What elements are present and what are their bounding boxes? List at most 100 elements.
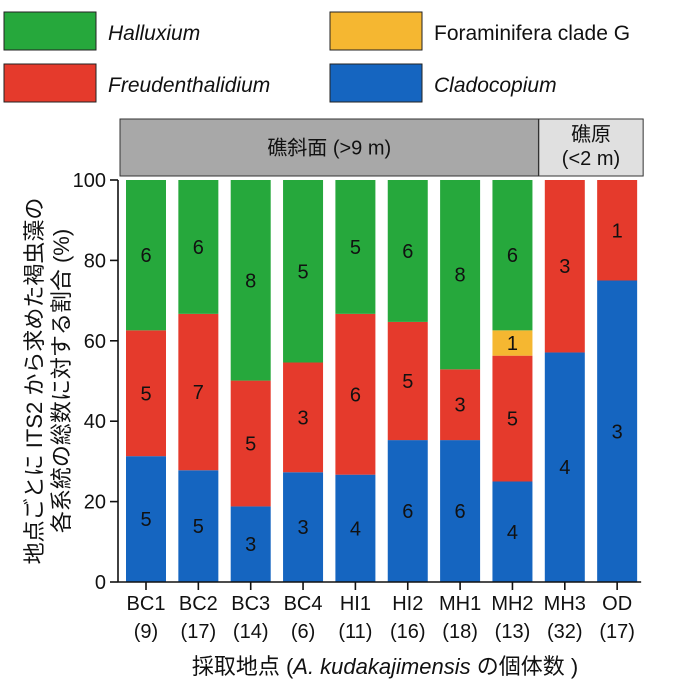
x-label-od: OD [602, 593, 632, 615]
x-count-mh3: (32) [547, 621, 583, 643]
bar-segment-od-freudenthalidium [597, 180, 638, 281]
x-label-mh1: MH1 [439, 593, 481, 615]
bar-segment-bc1-cladocopium [126, 456, 166, 582]
legend-swatch-halluxium [3, 11, 97, 51]
group-label-0-line-0: 礁斜面 (>9 m) [267, 137, 391, 160]
x-count-bc3: (14) [233, 621, 269, 643]
bar-segment-od-cladocopium [597, 280, 638, 582]
segment-label-hi1-freudenthalidium: 6 [350, 384, 361, 406]
legend-swatch-foraminifera-clade-g [329, 11, 423, 51]
x-axis-title-part-0: 採取地点 ( [192, 654, 294, 679]
bar-segment-bc4-halluxium [283, 180, 324, 363]
y-axis-title-line-0: 地点ごとに ITS2 から求めた褐虫藻の [22, 198, 47, 565]
segment-label-hi1-halluxium: 5 [350, 237, 361, 259]
bar-segment-mh2-cladocopium [492, 481, 533, 582]
bar-segment-hi2-cladocopium [387, 440, 428, 582]
bar-segment-bc4-cladocopium [283, 472, 324, 582]
segment-label-mh1-cladocopium: 6 [455, 501, 466, 523]
axis-titles: 採取地点 (A. kudakajimensis の個体数 ) 地点ごとに ITS2… [22, 198, 578, 679]
bar-segment-bc3-halluxium [230, 180, 271, 381]
segment-label-mh2-cladocopium: 4 [507, 522, 518, 544]
bar-segment-mh2-freudenthalidium [492, 355, 533, 482]
segment-label-mh2-freudenthalidium: 5 [507, 409, 518, 431]
x-label-hi1: HI1 [340, 593, 371, 615]
bars [126, 180, 638, 582]
y-tick-label-100: 100 [73, 170, 106, 192]
segment-label-bc3-halluxium: 8 [245, 270, 256, 292]
y-tick-label-40: 40 [84, 411, 106, 433]
segment-label-bc1-cladocopium: 5 [140, 509, 151, 531]
legend-swatch-cladocopium [329, 63, 423, 103]
segment-label-bc1-freudenthalidium: 5 [140, 383, 151, 405]
bar-segment-hi2-halluxium [387, 180, 428, 322]
x-label-bc4: BC4 [284, 593, 323, 615]
group-label-1-line-1: (<2 m) [562, 148, 620, 170]
segment-label-mh1-halluxium: 8 [455, 265, 466, 287]
legend-swatch-freudenthalidium [3, 63, 97, 103]
bar-segment-bc2-halluxium [178, 180, 219, 314]
y-tick-label-0: 0 [95, 572, 106, 594]
x-label-bc1: BC1 [127, 593, 166, 615]
x-count-bc4: (6) [291, 621, 315, 643]
bar-segment-mh1-halluxium [440, 180, 481, 370]
y-axis-title-line-1: 各系統の総数に対する割合 (%) [49, 229, 74, 533]
bar-segment-bc1-freudenthalidium [126, 330, 166, 457]
bar-segment-hi1-cladocopium [335, 474, 376, 582]
bar-segment-hi1-freudenthalidium [335, 313, 376, 475]
segment-label-bc4-freudenthalidium: 3 [297, 407, 308, 429]
bar-segment-mh2-foraminifera-clade-g [492, 330, 533, 356]
bar-segment-bc2-freudenthalidium [178, 313, 219, 471]
legend-label-halluxium: Halluxium [108, 22, 200, 45]
legend-label-freudenthalidium: Freudenthalidium [108, 74, 270, 97]
segment-label-mh2-halluxium: 6 [507, 245, 518, 267]
segment-label-od-freudenthalidium: 1 [612, 220, 623, 242]
segment-label-bc2-freudenthalidium: 7 [193, 382, 204, 404]
bar-segment-bc3-cladocopium [230, 506, 271, 582]
x-label-bc3: BC3 [231, 593, 270, 615]
bar-segment-bc2-cladocopium [178, 470, 219, 582]
segment-label-bc4-cladocopium: 3 [297, 517, 308, 539]
segment-label-od-cladocopium: 3 [612, 421, 623, 443]
x-count-od: (17) [599, 621, 635, 643]
x-count-bc1: (9) [134, 621, 158, 643]
group-band-1 [538, 118, 644, 177]
y-tick-label-20: 20 [84, 492, 106, 514]
segment-label-mh3-cladocopium: 4 [559, 457, 570, 479]
x-label-hi2: HI2 [392, 593, 423, 615]
x-label-mh3: MH3 [544, 593, 586, 615]
y-tick-label-60: 60 [84, 331, 106, 353]
x-count-hi2: (16) [390, 621, 426, 643]
bar-segment-mh2-halluxium [492, 180, 533, 331]
bar-segment-hi1-halluxium [335, 180, 376, 314]
bar-segment-mh3-freudenthalidium [544, 180, 585, 353]
legend: Halluxium Foraminifera clade G Freudenthal… [3, 11, 630, 103]
bar-segment-mh1-freudenthalidium [440, 369, 481, 441]
segment-label-mh2-foraminifera-clade-g: 1 [507, 333, 518, 355]
bar-segment-bc1-halluxium [126, 180, 166, 331]
x-label-mh2: MH2 [491, 593, 533, 615]
segment-label-bc4-halluxium: 5 [297, 261, 308, 283]
group-label-1-line-0: 礁原 [571, 123, 611, 146]
x-count-hi1: (11) [338, 621, 372, 643]
y-tick-label-80: 80 [84, 250, 106, 272]
segment-label-hi2-freudenthalidium: 5 [402, 371, 413, 393]
segment-label-bc2-cladocopium: 5 [193, 516, 204, 538]
bar-segment-bc4-freudenthalidium [283, 362, 324, 473]
segment-label-hi1-cladocopium: 4 [350, 518, 361, 540]
x-count-mh1: (18) [442, 621, 478, 643]
y-axis: 0 20 40 60 80 100 [73, 170, 119, 594]
segment-label-bc3-freudenthalidium: 5 [245, 434, 256, 456]
segment-label-mh3-freudenthalidium: 3 [559, 256, 570, 278]
x-count-mh2: (13) [495, 621, 531, 643]
x-axis: BC1 (9) BC2 (17) BC3 (14) BC4 (6) HI1 (11) HI2 (16)… [118, 581, 642, 643]
segment-count-labels: 5 5 6 5 7 6 3 5 8 3 3 5 4 6 5 6 5 6 6 3 8 4 5 1 6 4 3 3 1 [140, 220, 622, 556]
group-band-0 [119, 118, 539, 177]
legend-label-cladocopium: Cladocopium [434, 74, 557, 97]
segment-label-mh1-freudenthalidium: 3 [455, 395, 466, 417]
segment-label-bc3-cladocopium: 3 [245, 534, 256, 556]
segment-label-bc1-halluxium: 6 [140, 245, 151, 267]
x-axis-title: 採取地点 (A. kudakajimensis の個体数 ) [192, 654, 578, 679]
bar-segment-bc3-freudenthalidium [230, 380, 271, 507]
segment-label-bc2-halluxium: 6 [193, 237, 204, 259]
